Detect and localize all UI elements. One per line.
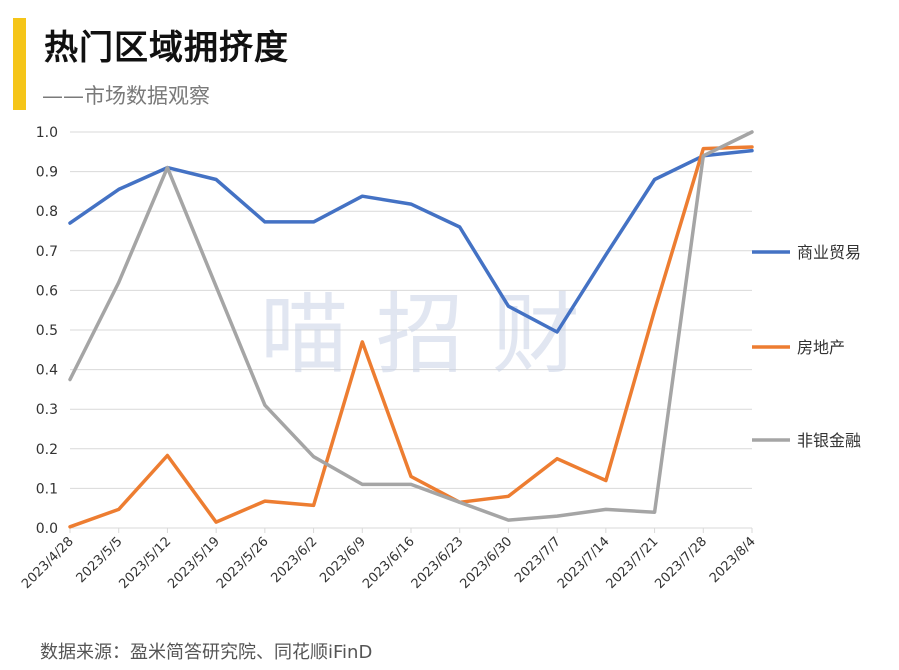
x-tick-label: 2023/6/2 bbox=[269, 534, 321, 586]
y-tick-label: 0.5 bbox=[36, 323, 58, 339]
x-tick-label: 2023/6/9 bbox=[317, 534, 369, 586]
page-title: 热门区域拥挤度 bbox=[44, 28, 289, 68]
y-axis-ticks: 0.0 0.1 0.2 0.3 0.4 0.5 0.6 0.7 0.8 0.9 1.0 bbox=[36, 125, 58, 537]
x-tick-label: 2023/7/14 bbox=[555, 534, 613, 592]
x-tick-label: 2023/5/26 bbox=[214, 534, 272, 592]
legend-label: 房地产 bbox=[797, 338, 845, 357]
x-tick-label: 2023/7/7 bbox=[512, 534, 564, 586]
y-tick-label: 0.2 bbox=[36, 442, 58, 458]
y-tick-label: 0.8 bbox=[36, 204, 58, 220]
x-tick-label: 2023/5/19 bbox=[165, 534, 223, 592]
data-source: 数据来源：盈米简答研究院、同花顺iFinD bbox=[40, 642, 373, 663]
x-axis-ticks: 2023/4/282023/5/52023/5/122023/5/192023/… bbox=[19, 528, 759, 592]
accent-bar bbox=[13, 18, 26, 110]
x-tick-label: 2023/6/23 bbox=[409, 534, 467, 592]
y-tick-label: 0.0 bbox=[36, 521, 58, 537]
x-tick-label: 2023/7/28 bbox=[652, 534, 710, 592]
y-tick-label: 0.6 bbox=[36, 283, 58, 299]
legend-label: 商业贸易 bbox=[797, 243, 861, 262]
y-tick-label: 0.7 bbox=[36, 244, 58, 260]
x-tick-label: 2023/8/4 bbox=[707, 534, 759, 586]
y-tick-label: 0.3 bbox=[36, 402, 58, 418]
x-tick-label: 2023/5/5 bbox=[74, 534, 126, 586]
x-tick-label: 2023/6/30 bbox=[458, 534, 516, 592]
y-tick-label: 1.0 bbox=[36, 125, 58, 141]
legend-label: 非银金融 bbox=[797, 431, 861, 450]
x-tick-label: 2023/6/16 bbox=[360, 534, 418, 592]
y-tick-label: 0.1 bbox=[36, 481, 58, 497]
y-tick-label: 0.9 bbox=[36, 165, 58, 181]
x-tick-label: 2023/5/12 bbox=[117, 534, 175, 592]
watermark: 喵 招 财 bbox=[260, 283, 580, 386]
series-lines bbox=[68, 130, 754, 529]
y-tick-label: 0.4 bbox=[36, 363, 58, 379]
page-subtitle: ——市场数据观察 bbox=[42, 84, 210, 108]
x-tick-label: 2023/4/28 bbox=[19, 534, 77, 592]
x-tick-label: 2023/7/21 bbox=[604, 534, 662, 592]
